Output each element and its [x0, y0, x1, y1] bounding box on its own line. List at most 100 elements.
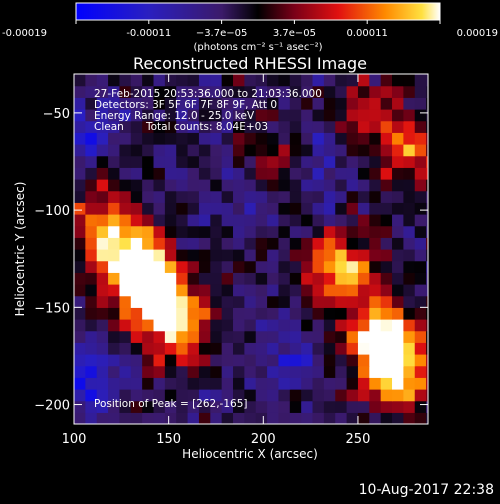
- heatmap-cell: [85, 214, 98, 227]
- heatmap-cell: [142, 214, 155, 227]
- heatmap-cell: [153, 260, 166, 273]
- heatmap-cell: [130, 190, 143, 203]
- heatmap-cell: [403, 97, 416, 110]
- heatmap-cell: [176, 120, 189, 133]
- heatmap-cell: [426, 132, 428, 145]
- heatmap-cell: [403, 365, 416, 378]
- heatmap-cell: [426, 202, 428, 215]
- heatmap-cell: [108, 214, 121, 227]
- heatmap-cell: [312, 342, 325, 355]
- heatmap-cell: [119, 237, 132, 250]
- heatmap-cell: [85, 400, 98, 413]
- heatmap-cell: [426, 389, 428, 402]
- heatmap-cell: [426, 249, 428, 262]
- y-axis-ticks: −50 −100 −150 −200: [34, 107, 428, 414]
- heatmap-cell: [312, 202, 325, 215]
- heatmap-cell: [221, 74, 234, 87]
- heatmap-cell: [164, 377, 177, 390]
- heatmap-cell: [323, 202, 336, 215]
- heatmap-cell: [119, 412, 132, 424]
- heatmap-cell: [403, 74, 416, 87]
- heatmap-cell: [74, 155, 86, 168]
- heatmap-cell: [164, 237, 177, 250]
- heatmap-cell: [335, 237, 348, 250]
- heatmap-cell: [392, 249, 404, 262]
- heatmap-cell: [392, 120, 404, 133]
- heatmap-cell: [312, 319, 325, 332]
- heatmap-cell: [267, 412, 280, 424]
- heatmap-cell: [108, 237, 121, 250]
- heatmap-cell: [142, 319, 155, 332]
- heatmap-cell: [323, 377, 336, 390]
- heatmap-cell: [153, 155, 166, 168]
- heatmap-cell: [176, 97, 189, 110]
- heatmap-cell: [392, 167, 404, 180]
- heatmap-cell: [74, 74, 86, 87]
- heatmap-cell: [346, 377, 359, 390]
- heatmap-cell: [153, 330, 166, 343]
- heatmap-cell: [198, 295, 211, 308]
- heatmap-cell: [346, 295, 359, 308]
- heatmap-cell: [403, 319, 416, 332]
- heatmap-cell: [323, 179, 336, 192]
- heatmap-cell: [198, 120, 211, 133]
- heatmap-cell: [108, 109, 121, 122]
- heatmap-cell: [233, 225, 245, 238]
- heatmap-cell: [153, 389, 166, 402]
- heatmap-cell: [312, 214, 325, 227]
- heatmap-cell: [176, 330, 189, 343]
- heatmap-cell: [221, 85, 234, 98]
- heatmap-cell: [187, 377, 200, 390]
- colorbar: [75, 2, 441, 21]
- heatmap-cell: [221, 319, 234, 332]
- heatmap-cell: [176, 85, 189, 98]
- heatmap-cell: [426, 284, 428, 297]
- heatmap-cell: [414, 342, 427, 355]
- heatmap-cell: [346, 85, 359, 98]
- heatmap-cell: [278, 400, 291, 413]
- heatmap-cell: [414, 389, 427, 402]
- heatmap-cell: [380, 272, 393, 285]
- heatmap-cell: [278, 214, 291, 227]
- heatmap-cell: [244, 85, 257, 98]
- heatmap-cell: [301, 120, 314, 133]
- heatmap-cell: [357, 214, 370, 227]
- heatmap-cell: [357, 260, 370, 273]
- heatmap-cell: [369, 202, 382, 215]
- heatmap-cell: [96, 132, 109, 145]
- heatmap-cell: [244, 365, 257, 378]
- heatmap-cell: [289, 190, 302, 203]
- heatmap-cell: [414, 354, 427, 367]
- heatmap-cell: [187, 74, 200, 87]
- heatmap-cell: [119, 284, 132, 297]
- heatmap-cell: [221, 342, 234, 355]
- heatmap-cell: [176, 272, 189, 285]
- heatmap-cell: [414, 190, 427, 203]
- heatmap-cell: [221, 202, 234, 215]
- heatmap-cell: [301, 365, 314, 378]
- heatmap-cell: [187, 307, 200, 320]
- heatmap-cell: [164, 85, 177, 98]
- heatmap-cell: [233, 120, 245, 133]
- heatmap-cell: [108, 412, 121, 424]
- heatmap-cell: [335, 190, 348, 203]
- heatmap-cell: [357, 412, 370, 424]
- heatmap-cell: [255, 260, 268, 273]
- heatmap-cell: [85, 85, 98, 98]
- heatmap-cell: [210, 237, 223, 250]
- heatmap-cell: [153, 85, 166, 98]
- heatmap-cell: [244, 237, 257, 250]
- heatmap-cell: [108, 97, 121, 110]
- heatmap-cell: [380, 179, 393, 192]
- heatmap-cell: [74, 225, 86, 238]
- heatmap-cell: [414, 365, 427, 378]
- heatmap-cell: [85, 97, 98, 110]
- heatmap-cell: [369, 179, 382, 192]
- heatmap-cell: [403, 272, 416, 285]
- heatmap-cell: [380, 342, 393, 355]
- heatmap-cell: [323, 249, 336, 262]
- heatmap-cell: [85, 365, 98, 378]
- heatmap-cell: [289, 202, 302, 215]
- heatmap-cell: [96, 295, 109, 308]
- heatmap-cell: [221, 132, 234, 145]
